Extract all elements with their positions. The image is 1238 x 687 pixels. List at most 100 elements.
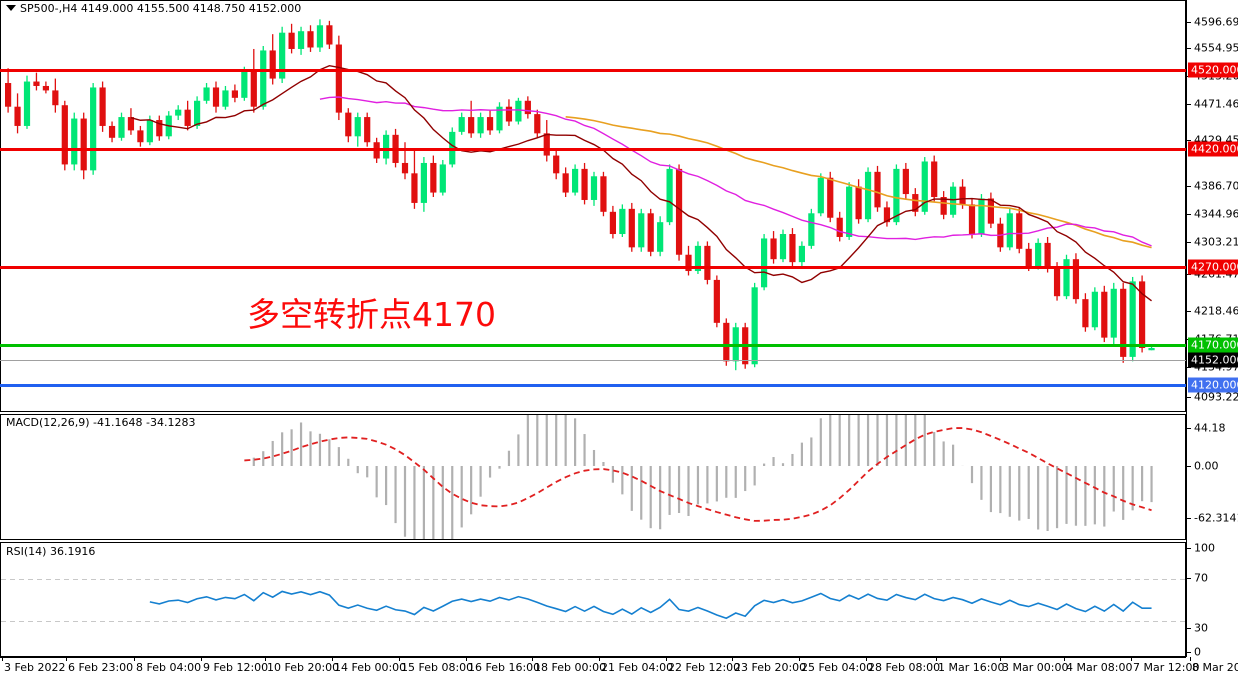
time-tick xyxy=(1190,657,1191,661)
candle-body xyxy=(1006,213,1013,248)
scale-tick xyxy=(1186,242,1191,243)
candle-body xyxy=(1072,259,1080,300)
candle-body xyxy=(231,90,238,98)
candle-body xyxy=(288,32,295,49)
candle-body xyxy=(1025,248,1032,267)
candle-body xyxy=(1139,281,1146,349)
rsi-plot[interactable] xyxy=(1,543,1185,656)
time-axis-label: 3 Mar 00:00 xyxy=(1002,661,1069,674)
scale-tick xyxy=(1186,466,1191,467)
price-scale-label: 4218.460 xyxy=(1194,304,1238,318)
price-tag-4120-000[interactable]: 4120.000 xyxy=(1188,377,1238,393)
candle-body xyxy=(184,109,191,126)
candle-body xyxy=(581,168,588,200)
rsi-line xyxy=(149,590,1152,620)
candle-body xyxy=(477,117,484,134)
candle-body xyxy=(874,171,881,208)
scale-tick xyxy=(1186,186,1191,187)
candle-body xyxy=(401,162,409,174)
ma-fast-line xyxy=(130,64,1152,302)
candle-body xyxy=(241,71,248,98)
candle-body xyxy=(619,208,626,235)
candle-body xyxy=(562,173,569,193)
candle-body xyxy=(269,50,276,79)
candle-body xyxy=(90,87,97,171)
time-tick xyxy=(936,657,937,661)
candle-body xyxy=(883,207,891,223)
time-tick xyxy=(1131,657,1132,661)
price-plot[interactable] xyxy=(1,1,1185,411)
candle-body xyxy=(902,168,909,195)
level-line-resistance-4420[interactable] xyxy=(0,147,1186,151)
price-scale-label: 4471.460 xyxy=(1194,97,1238,111)
candle-body xyxy=(14,106,21,126)
candle-body xyxy=(42,85,49,91)
price-scale[interactable]: 4596.6954554.9504513.2054471.4604429.450… xyxy=(1186,0,1238,687)
candle-body xyxy=(297,31,305,49)
price-tag-4420-000[interactable]: 4420.000 xyxy=(1188,141,1238,157)
level-line-current-4152[interactable] xyxy=(0,359,1186,361)
candle-body xyxy=(383,134,390,159)
candle-body xyxy=(212,87,220,107)
candle-body xyxy=(978,198,985,235)
price-tag-4520-000[interactable]: 4520.000 xyxy=(1188,62,1238,78)
candle-body xyxy=(798,245,805,263)
candle-body xyxy=(1063,259,1070,297)
candle-body xyxy=(80,118,87,171)
macd-scale-label: 0.00 xyxy=(1194,459,1219,473)
candle-body xyxy=(71,118,78,165)
time-axis-label: 4 Mar 08:00 xyxy=(1066,661,1133,674)
candle-body xyxy=(505,106,513,122)
time-axis-label: 14 Feb 00:00 xyxy=(334,661,407,674)
level-line-resistance-4520[interactable] xyxy=(0,68,1186,72)
candle-body xyxy=(335,44,342,113)
time-axis-label: 8 Feb 04:00 xyxy=(136,661,202,674)
candle-body xyxy=(1035,242,1042,267)
scale-tick xyxy=(1186,652,1191,653)
time-axis-label: 7 Mar 12:00 xyxy=(1133,661,1200,674)
candle-body xyxy=(118,117,125,138)
candle-body xyxy=(959,186,966,205)
time-tick xyxy=(134,657,135,661)
chart-annotation: 多空转折点4170 xyxy=(247,295,496,334)
candle-body xyxy=(307,31,314,48)
price-tag-4152-000[interactable]: 4152.000 xyxy=(1188,352,1238,368)
scale-tick xyxy=(1186,48,1191,49)
level-line-support-4120[interactable] xyxy=(0,383,1186,387)
candle-body xyxy=(203,87,210,101)
time-axis[interactable]: 3 Feb 2022 6 Feb 23:00 8 Feb 04:00 9 Feb 12… xyxy=(0,657,1238,687)
candle-body xyxy=(723,322,730,362)
candle-body xyxy=(33,81,40,86)
candle-body xyxy=(543,133,550,156)
level-line-resistance-4270[interactable] xyxy=(0,265,1186,269)
macd-scale-label: 44.18 xyxy=(1194,421,1226,435)
price-scale-label: 4344.960 xyxy=(1194,207,1238,221)
macd-plot[interactable] xyxy=(1,415,1185,539)
candle-body xyxy=(175,109,182,116)
time-axis-rule xyxy=(0,657,1186,658)
time-tick xyxy=(66,657,67,661)
candle-body xyxy=(846,186,853,237)
rsi-label: RSI(14) 36.1916 xyxy=(6,545,96,558)
candle-body xyxy=(912,194,919,212)
level-line-support-4170[interactable] xyxy=(0,343,1186,347)
candle-body xyxy=(354,117,361,137)
time-tick xyxy=(599,657,600,661)
price-tag-4170-000[interactable]: 4170.000 xyxy=(1188,337,1238,353)
candle-body xyxy=(486,117,494,131)
time-axis-label: 10 Feb 20:00 xyxy=(267,661,340,674)
time-axis-label: 3 Feb 2022 xyxy=(4,661,66,674)
candle-body xyxy=(137,130,144,143)
candle-body xyxy=(968,204,976,235)
candle-body xyxy=(1101,291,1108,338)
triangle-down-icon[interactable] xyxy=(6,5,16,11)
candle-body xyxy=(647,213,654,252)
candle-body xyxy=(222,90,229,107)
candle-body xyxy=(751,287,758,365)
price-tag-4270-000[interactable]: 4270.000 xyxy=(1188,259,1238,275)
candle-body xyxy=(931,161,938,198)
time-axis-label: 1 Mar 16:00 xyxy=(938,661,1005,674)
candle-body xyxy=(628,208,635,248)
candle-body xyxy=(420,162,427,203)
